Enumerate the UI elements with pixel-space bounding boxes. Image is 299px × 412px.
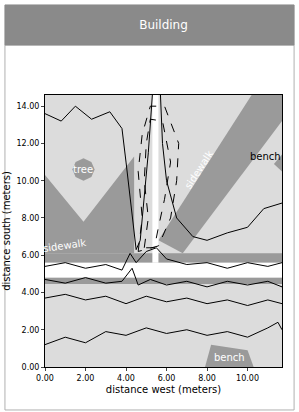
svg-text:8.00: 8.00 — [198, 374, 216, 383]
svg-text:12.00: 12.00 — [16, 139, 39, 148]
svg-text:8.00: 8.00 — [22, 214, 40, 223]
svg-text:10.00: 10.00 — [236, 374, 259, 383]
svg-text:2.00: 2.00 — [77, 374, 95, 383]
svg-text:10.00: 10.00 — [16, 177, 39, 186]
svg-text:4.00: 4.00 — [117, 374, 135, 383]
svg-text:sidewalk: sidewalk — [42, 237, 87, 254]
svg-text:bench: bench — [250, 151, 281, 162]
svg-text:sidewalk: sidewalk — [182, 148, 215, 191]
svg-text:6.00: 6.00 — [158, 374, 176, 383]
svg-text:6.00: 6.00 — [22, 251, 40, 260]
svg-text:0.00: 0.00 — [22, 363, 40, 372]
svg-text:2.00: 2.00 — [22, 326, 40, 335]
svg-text:4.00: 4.00 — [22, 288, 40, 297]
svg-text:distance south (meters): distance south (meters) — [1, 171, 12, 291]
svg-text:tree: tree — [73, 164, 93, 175]
svg-text:distance west (meters): distance west (meters) — [106, 384, 221, 395]
svg-text:bench: bench — [214, 352, 245, 363]
svg-text:0.00: 0.00 — [36, 374, 54, 383]
svg-text:Building: Building — [139, 18, 188, 32]
svg-text:14.00: 14.00 — [16, 102, 39, 111]
